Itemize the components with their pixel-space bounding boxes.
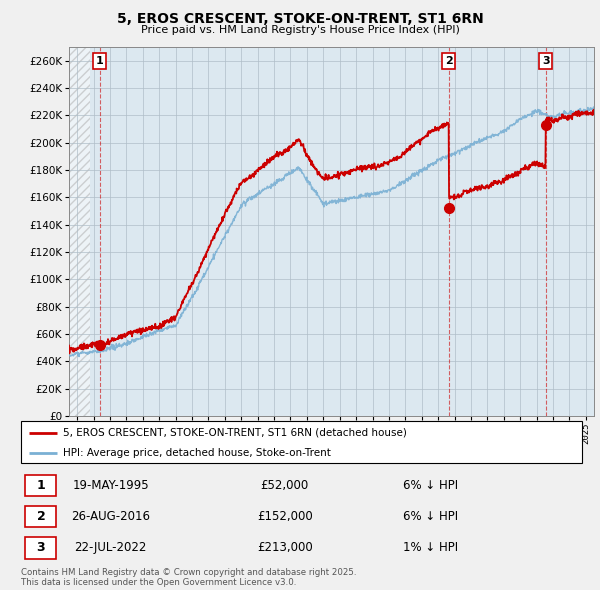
Text: 5, EROS CRESCENT, STOKE-ON-TRENT, ST1 6RN (detached house): 5, EROS CRESCENT, STOKE-ON-TRENT, ST1 6R…	[63, 428, 407, 438]
Bar	[25, 506, 56, 527]
Text: 1: 1	[96, 56, 104, 66]
Text: £152,000: £152,000	[257, 510, 313, 523]
Text: 19-MAY-1995: 19-MAY-1995	[73, 479, 149, 492]
Text: 3: 3	[37, 542, 45, 555]
Text: 5, EROS CRESCENT, STOKE-ON-TRENT, ST1 6RN: 5, EROS CRESCENT, STOKE-ON-TRENT, ST1 6R…	[116, 12, 484, 26]
Text: 22-JUL-2022: 22-JUL-2022	[74, 542, 147, 555]
Text: 1% ↓ HPI: 1% ↓ HPI	[403, 542, 458, 555]
Text: £52,000: £52,000	[260, 479, 309, 492]
Text: 6% ↓ HPI: 6% ↓ HPI	[403, 510, 458, 523]
Text: 26-AUG-2016: 26-AUG-2016	[71, 510, 150, 523]
Text: 2: 2	[445, 56, 452, 66]
Text: £213,000: £213,000	[257, 542, 313, 555]
Text: HPI: Average price, detached house, Stoke-on-Trent: HPI: Average price, detached house, Stok…	[63, 448, 331, 457]
Text: 2: 2	[37, 510, 45, 523]
Text: Contains HM Land Registry data © Crown copyright and database right 2025.
This d: Contains HM Land Registry data © Crown c…	[21, 568, 356, 587]
Bar	[25, 475, 56, 496]
Text: 3: 3	[542, 56, 550, 66]
Text: 1: 1	[37, 479, 45, 492]
Bar	[25, 537, 56, 559]
Text: 6% ↓ HPI: 6% ↓ HPI	[403, 479, 458, 492]
Text: Price paid vs. HM Land Registry's House Price Index (HPI): Price paid vs. HM Land Registry's House …	[140, 25, 460, 35]
